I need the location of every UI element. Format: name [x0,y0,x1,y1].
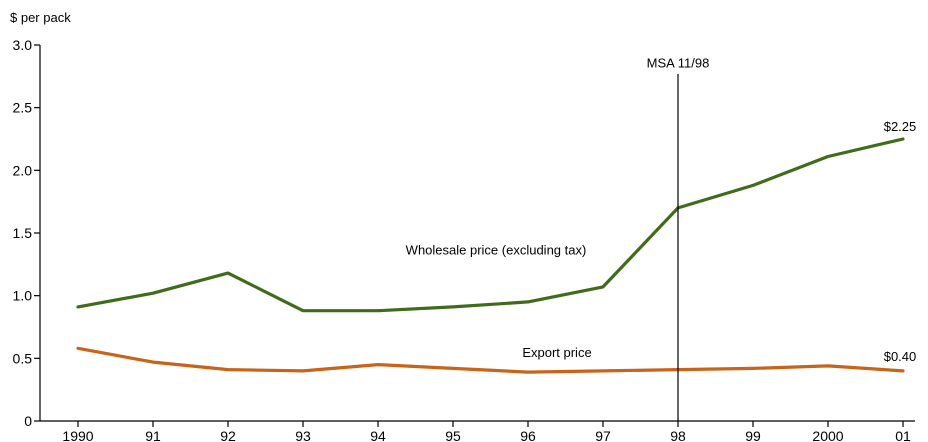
y-tick-label: 2.0 [13,162,33,178]
y-tick-label: 2.5 [13,100,33,116]
export-end-value-label: $0.40 [884,349,917,364]
x-tick-label: 98 [670,428,686,442]
wholesale-price-line [76,137,905,313]
x-tick-label: 94 [370,428,386,442]
y-tick-label: 1.5 [13,225,33,241]
y-tick-label: 0.5 [13,350,33,366]
y-tick-label: 3.0 [13,37,33,53]
wholesale-series-label: Wholesale price (excluding tax) [406,242,587,257]
x-tick-label: 1990 [62,428,93,442]
export-price-line [76,346,905,374]
x-tick-label: 92 [220,428,236,442]
x-tick-label: 96 [520,428,536,442]
y-tick-label: 1.0 [13,288,33,304]
y-axis-unit-label: $ per pack [10,10,71,25]
y-tick-label: 0 [24,413,32,429]
export-series-label: Export price [522,345,591,360]
x-tick-label: 95 [445,428,461,442]
wholesale-end-value-label: $2.25 [884,119,917,134]
x-tick-label: 2000 [812,428,843,442]
msa-marker-label: MSA 11/98 [647,56,710,71]
x-tick-label: 93 [295,428,311,442]
x-tick-label: 01 [895,428,911,442]
annotation-layer: MSA 11/98 Wholesale price (excluding tax… [406,56,917,421]
axes-layer: 0 0.5 1.0 1.5 2.0 2.5 3.0 1990 91 92 93 94 95 96 97 98 9… [13,37,915,442]
x-tick-label: 97 [595,428,611,442]
series-layer [76,137,905,374]
x-tick-label: 99 [745,428,761,442]
x-tick-label: 91 [145,428,161,442]
